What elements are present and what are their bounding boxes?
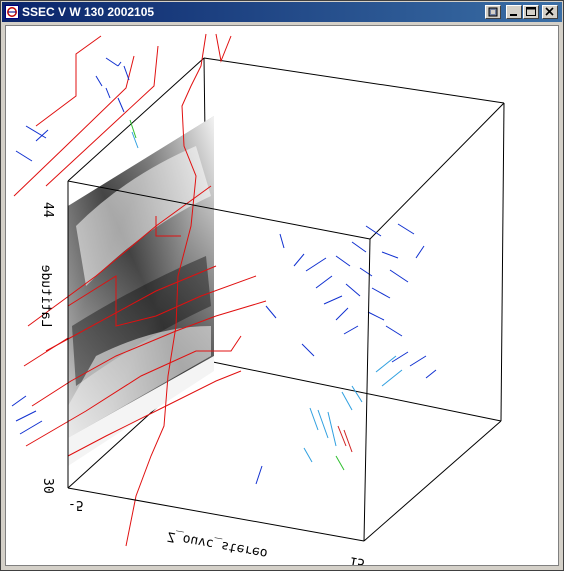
map-state-outlines (13, 33, 267, 547)
box-depth-edges (67, 57, 505, 542)
y-tick-bottom: 30 (40, 478, 55, 494)
satellite-image-plane (68, 116, 214, 466)
x-tick-right: 15 (348, 553, 366, 565)
3d-display-canvas[interactable]: 44 30 Latitude -5 Z_ouvc_stereo 15 (5, 25, 559, 566)
window-title: SSEC V W 130 2002105 (22, 5, 155, 19)
x-tick-left: -5 (68, 497, 84, 512)
app-icon[interactable] (5, 5, 19, 19)
x-axis-label: Z_ouvc_stereo (166, 528, 269, 560)
close-button[interactable] (542, 5, 558, 19)
title-bar[interactable]: SSEC V W 130 2002105 (2, 2, 562, 22)
y-axis-label: Latitude (38, 265, 53, 328)
restore-icon[interactable] (485, 5, 501, 19)
3d-scene[interactable]: 44 30 Latitude -5 Z_ouvc_stereo 15 (6, 26, 558, 565)
wind-barbs-red-green (129, 119, 353, 471)
wind-barbs-blue (11, 57, 437, 485)
minimize-button[interactable] (506, 5, 522, 19)
wind-barbs-light (303, 355, 403, 463)
y-tick-top: 44 (40, 202, 55, 218)
maximize-button[interactable] (523, 5, 539, 19)
box-back-edges (203, 57, 505, 422)
box-front-edges (67, 180, 371, 542)
